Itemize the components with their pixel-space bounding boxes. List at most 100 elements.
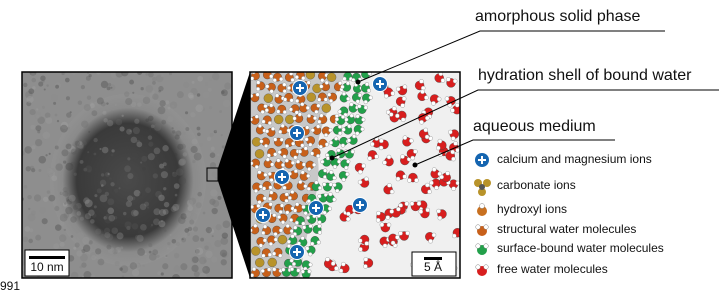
speckle <box>185 127 190 131</box>
hydrogen <box>451 156 456 162</box>
speckle <box>103 216 108 220</box>
hydrogen <box>423 127 428 133</box>
speckle <box>70 235 74 238</box>
speckle <box>146 206 150 209</box>
legend-label: hydroxyl ions <box>497 202 567 216</box>
speckle <box>29 72 37 76</box>
hydrogen <box>285 144 290 149</box>
hydrogen <box>420 85 426 91</box>
speckle <box>151 90 155 94</box>
hydrogen <box>364 82 370 87</box>
speckle <box>140 223 147 231</box>
hydrogen <box>337 159 342 164</box>
hydrogen <box>413 149 418 154</box>
hydrogen <box>300 269 305 274</box>
hydrogen <box>340 84 345 89</box>
hydrogen <box>296 268 301 273</box>
speckle <box>158 85 164 92</box>
hydrogen <box>295 159 301 164</box>
hydrogen <box>318 144 323 149</box>
speckle <box>192 235 200 242</box>
speckle <box>67 145 76 153</box>
hydrogen <box>390 91 396 96</box>
speckle <box>45 117 53 124</box>
hydrogen <box>250 204 254 209</box>
hydrogen <box>340 114 346 120</box>
speckle <box>115 246 122 253</box>
speckle <box>152 93 159 100</box>
speckle <box>175 168 184 176</box>
speckle <box>141 155 148 162</box>
speckle <box>159 163 165 169</box>
speckle <box>59 213 68 222</box>
speckle <box>220 134 223 137</box>
speckle <box>221 251 229 259</box>
hydrogen <box>347 124 352 129</box>
hydrogen <box>254 164 259 170</box>
speckle <box>57 236 65 243</box>
speckle <box>138 192 143 196</box>
hydrogen <box>290 77 295 83</box>
speckle <box>178 216 186 224</box>
speckle <box>187 92 194 99</box>
hydrogen <box>334 266 339 271</box>
speckle <box>157 106 166 115</box>
speckle <box>106 119 114 127</box>
speckle <box>91 110 98 117</box>
speckle <box>60 190 65 195</box>
hydrogen <box>305 125 310 130</box>
hydrogen <box>419 120 424 125</box>
hydrogen <box>368 95 373 100</box>
hydrogen <box>320 159 325 164</box>
hydrogen <box>387 183 392 188</box>
hydrogen <box>285 223 290 229</box>
hydrogen <box>317 185 323 191</box>
hydrogen <box>346 96 351 101</box>
speckle <box>84 196 89 201</box>
speckle <box>81 140 87 146</box>
speckle <box>64 77 70 83</box>
speckle <box>182 152 188 157</box>
speckle <box>55 163 63 171</box>
legend-icon <box>475 153 489 167</box>
speckle <box>60 124 68 133</box>
speckle <box>35 125 42 132</box>
hydrogen <box>289 258 294 263</box>
speckle <box>51 175 58 182</box>
speckle <box>111 227 116 232</box>
speckle <box>221 215 227 222</box>
hydrogen <box>295 98 300 104</box>
speckle <box>123 211 127 216</box>
hydrogen <box>358 247 363 252</box>
hydrogen <box>267 171 272 176</box>
speckle <box>165 100 170 105</box>
hydrogen <box>360 127 365 132</box>
speckle <box>210 146 215 151</box>
speckle <box>176 91 184 99</box>
hydrogen <box>268 241 273 247</box>
speckle <box>212 73 220 81</box>
o <box>478 188 486 196</box>
legend-icon <box>475 224 489 236</box>
hydrogen <box>382 160 387 165</box>
speckle <box>191 83 198 90</box>
speckle <box>30 210 36 216</box>
speckle <box>221 232 228 239</box>
speckle <box>24 226 31 232</box>
speckle <box>171 127 174 130</box>
hydrogen <box>420 89 425 95</box>
speckle <box>167 106 171 110</box>
hydrogen <box>310 241 315 246</box>
speckle <box>77 100 83 105</box>
speckle <box>31 145 36 150</box>
hydrogen <box>378 145 384 151</box>
hydrogen <box>301 204 306 210</box>
hydrogen <box>303 146 308 151</box>
hydrogen <box>329 170 334 175</box>
scale-box <box>24 249 70 277</box>
speckle <box>171 171 178 178</box>
hydrogen <box>429 180 434 186</box>
o <box>483 179 491 187</box>
speckle <box>64 202 67 205</box>
hydrogen <box>390 240 396 246</box>
